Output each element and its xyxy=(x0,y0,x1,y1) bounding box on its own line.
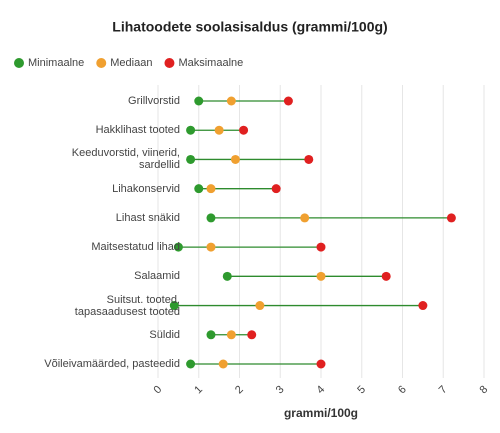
dot xyxy=(206,330,216,340)
dot xyxy=(206,242,216,252)
dot xyxy=(247,330,257,340)
y-tick-label: Lihakonservid xyxy=(112,182,180,195)
y-tick-label: Suitsut. tooted, tapasaadusest tooted xyxy=(74,293,180,318)
dot xyxy=(316,271,326,281)
y-tick-label: Keeduvorstid, viinerid, sardellid xyxy=(71,147,180,172)
x-tick-label: 1 xyxy=(192,384,205,397)
dot xyxy=(186,154,196,164)
dot xyxy=(214,125,224,135)
dot xyxy=(316,242,326,252)
dot xyxy=(255,301,265,311)
dot xyxy=(230,154,240,164)
legend-label: Mediaan xyxy=(110,57,152,69)
dot xyxy=(169,301,179,311)
x-tick-label: 0 xyxy=(152,384,165,397)
dot xyxy=(186,125,196,135)
x-tick-label: 8 xyxy=(478,384,491,397)
dot xyxy=(226,96,236,106)
dot xyxy=(446,213,456,223)
x-tick-label: 6 xyxy=(396,384,409,397)
dot xyxy=(381,271,391,281)
x-tick-label: 2 xyxy=(233,384,246,397)
dot xyxy=(173,242,183,252)
dot xyxy=(218,359,228,369)
y-tick-label: Hakklihast tooted xyxy=(95,124,180,137)
y-tick-label: Salaamid xyxy=(134,270,180,283)
y-tick-label: Lihast snäkid xyxy=(115,211,180,224)
dot xyxy=(304,154,314,164)
dot xyxy=(300,213,310,223)
x-axis-label: grammi/100g xyxy=(284,406,358,420)
dot xyxy=(206,184,216,194)
dot xyxy=(239,125,249,135)
x-tick-label: 5 xyxy=(355,384,368,397)
dot xyxy=(206,213,216,223)
dot xyxy=(226,330,236,340)
dot xyxy=(316,359,326,369)
y-tick-label: Maitsestatud lihad xyxy=(91,241,180,254)
dot xyxy=(222,271,232,281)
x-tick-label: 4 xyxy=(315,384,328,397)
legend-label: Maksimaalne xyxy=(178,57,243,69)
legend-marker xyxy=(96,58,107,68)
x-tick-label: 7 xyxy=(437,384,450,397)
x-tick-label: 3 xyxy=(274,384,287,397)
legend-marker xyxy=(14,58,24,68)
y-tick-label: Grillvorstid xyxy=(128,95,180,107)
chart-title: Lihatoodete soolasisaldus (grammi/100g) xyxy=(112,19,387,35)
dot xyxy=(283,96,293,106)
legend-marker xyxy=(164,58,175,68)
dot xyxy=(194,96,204,106)
y-tick-label: Võileivamäärded, pasteedid xyxy=(44,358,180,370)
legend-label: Minimaalne xyxy=(28,57,84,69)
dot xyxy=(271,184,281,194)
dot xyxy=(186,359,196,369)
y-tick-label: Süldid xyxy=(149,328,180,341)
dot xyxy=(418,301,428,311)
dot xyxy=(194,184,204,194)
